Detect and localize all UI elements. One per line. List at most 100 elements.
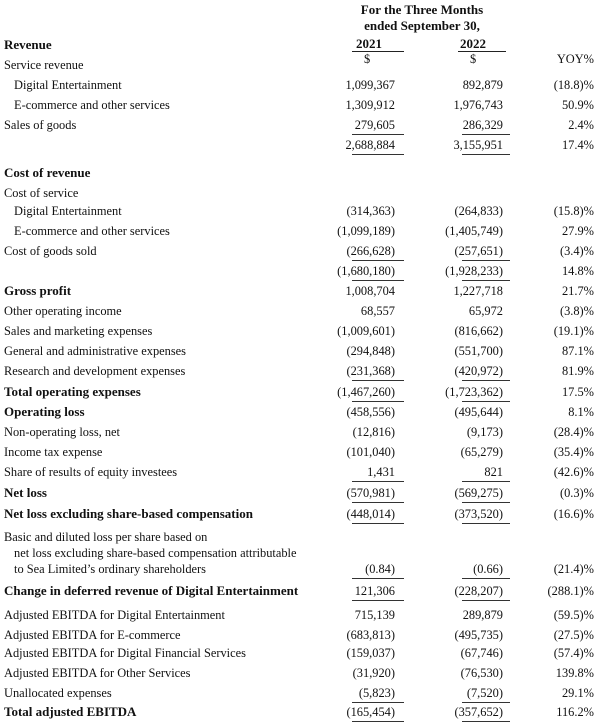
row-label: Total operating expenses xyxy=(4,384,141,399)
value-2022: (1,723,362) xyxy=(445,385,503,399)
rule-2022 xyxy=(462,721,510,722)
period-header: For the Three Months ended September 30, xyxy=(352,2,492,34)
value-2021: 1,099,367 xyxy=(345,78,395,92)
yoy-change: (0.3)% xyxy=(559,486,594,500)
rule-2022 xyxy=(462,260,510,261)
yoy-change: (28.4)% xyxy=(553,425,594,439)
value-2022: (1,928,233) xyxy=(445,264,503,278)
value-2022: 821 xyxy=(484,465,503,479)
table-row: Cost of goods sold (266,628) (257,651) (3.4… xyxy=(0,242,596,260)
value-2022: (0.66) xyxy=(473,562,503,576)
value-2022: (7,520) xyxy=(466,686,503,700)
value-2021: (159,037) xyxy=(346,646,395,660)
rule-2021 xyxy=(352,600,404,601)
table-row: 2,688,884 3,155,951 17.4% xyxy=(0,136,596,154)
value-2022: (495,735) xyxy=(454,628,503,642)
table-row: Revenue xyxy=(0,36,596,54)
row-label: net loss excluding share-based compensat… xyxy=(14,546,297,560)
value-2022: (264,833) xyxy=(454,204,503,218)
row-label: Unallocated expenses xyxy=(4,686,112,700)
row-label: Digital Entertainment xyxy=(14,204,122,218)
value-2022: (1,405,749) xyxy=(445,224,503,238)
period-header-line1: For the Three Months xyxy=(360,2,484,17)
value-2022: 1,976,743 xyxy=(453,98,503,112)
row-label: Basic and diluted loss per share based o… xyxy=(4,530,208,544)
table-row: Sales and marketing expenses (1,009,601) (… xyxy=(0,322,596,340)
rule-2021 xyxy=(352,702,404,703)
value-2021: (12,816) xyxy=(352,425,395,439)
value-2021: (570,981) xyxy=(346,486,395,500)
row-label: Service revenue xyxy=(4,58,84,72)
year-2022-underline xyxy=(458,51,506,52)
row-label: Adjusted EBITDA for Digital Financial Se… xyxy=(4,646,246,660)
value-2021: (31,920) xyxy=(352,666,395,680)
table-row: Net loss (570,981) (569,275) (0.3)% xyxy=(0,484,596,502)
value-2022: (357,652) xyxy=(454,705,503,719)
value-2022: (65,279) xyxy=(460,445,503,459)
row-label: Gross profit xyxy=(4,283,72,298)
value-2021: (294,848) xyxy=(346,344,395,358)
table-row: Basic and diluted loss per share based o… xyxy=(0,528,596,546)
table-row: Digital Entertainment 1,099,367 892,879 (18… xyxy=(0,76,596,94)
year-2022-header: 2022 xyxy=(460,36,486,51)
value-2022: 1,227,718 xyxy=(453,284,503,298)
row-label: Total adjusted EBITDA xyxy=(4,704,137,719)
yoy-change: (59.5)% xyxy=(553,608,594,622)
row-label: Revenue xyxy=(4,37,52,52)
yoy-change: (42.6)% xyxy=(553,465,594,479)
value-2021: (0.84) xyxy=(365,562,395,576)
table-row: Income tax expense (101,040) (65,279) (35.4… xyxy=(0,443,596,461)
value-2021: 121,306 xyxy=(354,584,395,598)
yoy-change: 2.4% xyxy=(568,118,594,132)
currency-2021: $ xyxy=(364,52,371,66)
table-row: Adjusted EBITDA for E-commerce (683,813) (… xyxy=(0,626,596,644)
year-2021-header: 2021 xyxy=(356,36,382,51)
yoy-change: (57.4)% xyxy=(553,646,594,660)
value-2022: (76,530) xyxy=(460,666,503,680)
value-2021: 1,008,704 xyxy=(345,284,395,298)
rule-2022 xyxy=(462,280,510,281)
value-2021: (314,363) xyxy=(346,204,395,218)
yoy-change: (35.4)% xyxy=(553,445,594,459)
value-2021: (458,556) xyxy=(346,405,395,419)
table-row: Cost of service xyxy=(0,184,596,202)
row-label: General and administrative expenses xyxy=(4,344,187,358)
rule-2021 xyxy=(352,280,404,281)
rule-2021 xyxy=(352,523,404,524)
row-label: Net loss excluding share-based compensat… xyxy=(4,506,253,521)
value-2021: 715,139 xyxy=(354,608,395,622)
value-2022: (373,520) xyxy=(454,507,503,521)
yoy-change: 21.7% xyxy=(561,284,594,298)
yoy-header: YOY% xyxy=(556,52,594,66)
rule-2021 xyxy=(352,721,404,722)
table-row: Digital Entertainment (314,363) (264,833) (… xyxy=(0,202,596,220)
yoy-change: (3.8)% xyxy=(559,304,594,318)
row-label: Change in deferred revenue of Digital En… xyxy=(4,583,299,598)
rule-2022 xyxy=(462,134,510,135)
table-row: net loss excluding share-based compensat… xyxy=(0,544,596,562)
row-label: E-commerce and other services xyxy=(14,98,170,112)
yoy-change: (27.5)% xyxy=(553,628,594,642)
period-header-line2: ended September 30, xyxy=(364,18,480,33)
yoy-change: 81.9% xyxy=(561,364,594,378)
table-row: Service revenue xyxy=(0,56,596,74)
yoy-change: (3.4)% xyxy=(559,244,594,258)
rule-2022 xyxy=(462,600,510,601)
row-label: Income tax expense xyxy=(4,445,103,459)
yoy-change: (19.1)% xyxy=(553,324,594,338)
table-row: E-commerce and other services 1,309,912 1,… xyxy=(0,96,596,114)
table-row: E-commerce and other services (1,099,189)… xyxy=(0,222,596,240)
table-row: Adjusted EBITDA for Digital Entertainmen… xyxy=(0,606,596,624)
yoy-change: (21.4)% xyxy=(553,562,594,576)
value-2021: (266,628) xyxy=(346,244,395,258)
table-row: Operating loss (458,556) (495,644) 8.1% xyxy=(0,403,596,421)
value-2022: (495,644) xyxy=(454,405,503,419)
yoy-change: 8.1% xyxy=(568,405,594,419)
yoy-change: 17.5% xyxy=(561,385,594,399)
value-2021: 68,557 xyxy=(360,304,395,318)
value-2021: (1,009,601) xyxy=(337,324,395,338)
yoy-change: 116.2% xyxy=(556,705,594,719)
table-row: to Sea Limited’s ordinary shareholders (0… xyxy=(0,560,596,578)
row-label: Adjusted EBITDA for E-commerce xyxy=(4,628,181,642)
